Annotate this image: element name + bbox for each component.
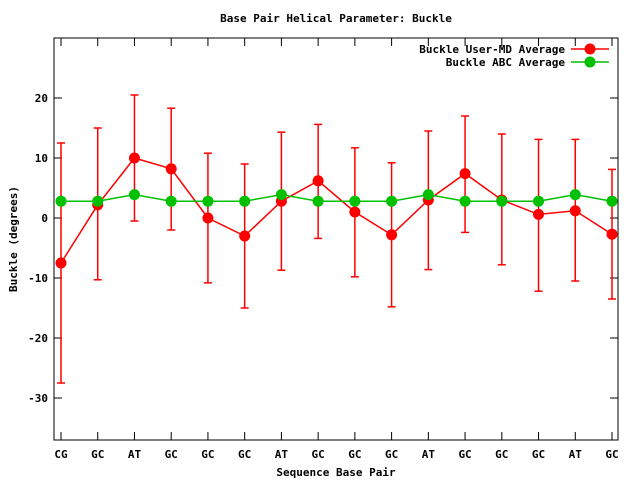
series-1 (55, 94, 618, 384)
y-tick-label: 0 (41, 212, 48, 225)
data-point (312, 175, 324, 187)
x-tick-label: GC (201, 448, 214, 461)
data-point (239, 195, 251, 207)
data-point (496, 195, 508, 207)
chart-title: Base Pair Helical Parameter: Buckle (220, 12, 452, 25)
data-point (128, 152, 140, 164)
x-tick-label: AT (569, 448, 583, 461)
data-point (569, 205, 581, 217)
y-tick-label: -20 (28, 332, 48, 345)
legend-swatch-marker (584, 43, 596, 55)
y-axis-label: Buckle (degrees) (7, 186, 20, 292)
data-point (459, 168, 471, 180)
y-tick-label: -30 (28, 392, 48, 405)
data-point (165, 195, 177, 207)
series-line (60, 157, 613, 264)
data-point (533, 195, 545, 207)
data-point (312, 195, 324, 207)
series-2 (55, 189, 618, 207)
data-point (275, 189, 287, 201)
data-point (165, 163, 177, 175)
data-point (128, 189, 140, 201)
y-axis: -30 -20 -10 0 10 20 (28, 92, 618, 405)
data-point (55, 195, 67, 207)
series-layer (55, 94, 618, 384)
data-point (386, 229, 398, 241)
x-tick-label: GC (238, 448, 251, 461)
data-point (349, 195, 361, 207)
data-point (349, 206, 361, 218)
x-tick-label: GC (532, 448, 545, 461)
plot-frame (53, 37, 619, 441)
x-tick-label: CG (54, 448, 68, 461)
y-tick-label: 20 (35, 92, 48, 105)
y-tick-label: -10 (28, 272, 48, 285)
data-point (92, 195, 104, 207)
data-point (202, 195, 214, 207)
data-point (202, 212, 214, 224)
data-point (422, 189, 434, 201)
x-tick-label: GC (91, 448, 104, 461)
x-tick-label: AT (275, 448, 289, 461)
x-tick-label: GC (385, 448, 398, 461)
x-tick-label: GC (165, 448, 178, 461)
data-point (55, 257, 67, 269)
series-line (61, 193, 613, 202)
x-tick-label: GC (495, 448, 508, 461)
data-point (459, 195, 471, 207)
y-tick-label: 10 (35, 152, 48, 165)
data-point (606, 228, 618, 240)
data-point (606, 195, 618, 207)
data-point (569, 189, 581, 201)
x-tick-label: AT (128, 448, 142, 461)
x-tick-label: GC (605, 448, 618, 461)
x-tick-label: GC (458, 448, 471, 461)
x-tick-label: AT (422, 448, 436, 461)
x-axis-label: Sequence Base Pair (276, 466, 396, 479)
data-point (386, 195, 398, 207)
data-point (239, 230, 251, 242)
x-tick-label: GC (312, 448, 325, 461)
x-tick-label: GC (348, 448, 361, 461)
legend-swatch-marker (584, 56, 596, 68)
legend-label: Buckle ABC Average (446, 56, 566, 69)
legend-label: Buckle User-MD Average (419, 43, 565, 56)
data-point (533, 208, 545, 220)
x-axis: CG GC AT GC GC GC AT GC GC GC AT GC GC GC AT GC (54, 38, 619, 461)
